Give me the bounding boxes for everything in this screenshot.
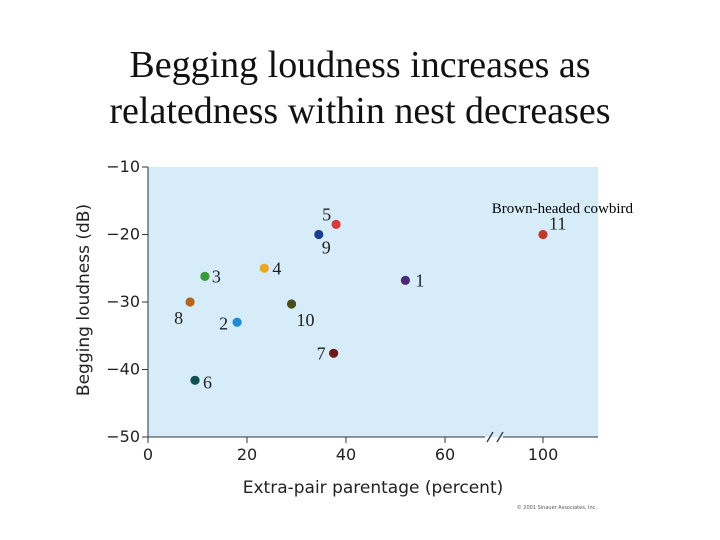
y-tick-label: −30 — [106, 292, 140, 311]
data-point-label-7: 7 — [317, 343, 326, 363]
data-point-label-10: 10 — [297, 310, 315, 330]
data-point-label-8: 8 — [174, 308, 183, 328]
data-point-11 — [538, 229, 548, 240]
data-point-6 — [190, 375, 200, 385]
data-point-4 — [259, 263, 269, 273]
x-axis-label: Extra-pair parentage (percent) — [243, 478, 504, 498]
slide-title-line-1: Begging loudness increases as — [129, 44, 591, 86]
data-point-9 — [314, 229, 324, 240]
y-tick-label: −10 — [106, 157, 140, 176]
axis-break-mark — [496, 431, 504, 443]
y-tick-label: −20 — [106, 225, 140, 244]
x-tick-label: 40 — [336, 445, 356, 464]
axis-break-mark — [486, 431, 494, 443]
data-point-label-4: 4 — [272, 258, 281, 278]
data-point-1 — [400, 275, 410, 285]
data-point-3 — [200, 271, 210, 281]
data-point-label-5: 5 — [322, 204, 331, 224]
data-point-label-11: 11 — [549, 214, 566, 234]
y-tick-label: −50 — [106, 427, 140, 446]
data-point-label-9: 9 — [322, 238, 331, 258]
data-point-5 — [331, 219, 341, 229]
x-tick-label: 60 — [435, 445, 455, 464]
point-layer: 1 2 3 4 5 6 7 8 9 10 11 — [174, 204, 566, 392]
x-tick-label: 20 — [237, 445, 257, 464]
data-point-8 — [185, 297, 195, 307]
axis-layer: −10 −20 −30 −40 −500 20 40 60 100 — [106, 157, 598, 464]
slide-title: Begging loudness increases as relatednes… — [0, 42, 720, 134]
y-axis-label: Begging loudness (dB) — [74, 204, 94, 396]
data-point-label-1: 1 — [415, 270, 424, 290]
data-point-label-6: 6 — [203, 372, 212, 392]
data-point-2 — [232, 317, 242, 327]
plot-background — [148, 167, 598, 437]
y-tick-label: −40 — [106, 360, 140, 379]
data-point-label-3: 3 — [212, 266, 221, 286]
copyright-credit: © 2001 Sinauer Associates, Inc. — [517, 504, 598, 511]
annotation-brown-headed-cowbird: Brown-headed cowbird — [492, 201, 634, 217]
slide-title-line-2: relatedness within nest decreases — [109, 90, 611, 132]
x-tick-label: 100 — [528, 445, 559, 464]
data-point-label-2: 2 — [219, 313, 228, 333]
data-point-10 — [286, 299, 297, 309]
x-tick-label: 0 — [143, 445, 153, 464]
data-point-7 — [329, 348, 339, 358]
